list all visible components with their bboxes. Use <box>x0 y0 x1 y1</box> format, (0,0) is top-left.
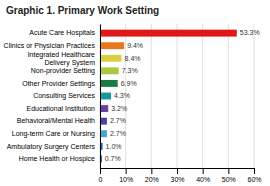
data-label: 7.3% <box>122 67 138 74</box>
bar <box>100 55 122 62</box>
y-tick: Non-provider Setting <box>31 67 95 75</box>
bar <box>100 42 124 49</box>
grid-line <box>228 24 229 168</box>
x-tick-label: 0 <box>99 176 103 183</box>
data-labels: 0.7% 1.0% 2.7% 2.7% 3.2% 4.3% 6.9% 7.3% 8.4% 9.4%… <box>105 29 260 162</box>
x-tick-label: 50% <box>222 176 236 183</box>
x-tick-mark <box>228 168 229 174</box>
y-tick-label: Acute Care Hospitals <box>29 29 95 37</box>
y-axis-line <box>100 25 101 169</box>
x-tick-mark <box>203 168 204 174</box>
x-tick-label: 10% <box>119 176 133 183</box>
y-tick: Behavioral/Mental Health <box>17 117 95 124</box>
bar <box>100 93 111 100</box>
y-tick: Clinics or Physician Practices <box>4 42 96 50</box>
grid-line <box>151 24 152 168</box>
data-label: 6.9% <box>121 80 137 87</box>
grid-line <box>177 24 178 168</box>
y-axis: Home Health or Hospice Ambulatory Surgery… <box>4 25 101 169</box>
y-tick: Acute Care Hospitals <box>29 29 95 37</box>
chart-container: 0 10% 20% 30% 40% 50% 60% Home Health or Hospic… <box>0 0 270 186</box>
x-tick-mark <box>177 168 178 174</box>
bar <box>100 30 237 37</box>
data-label: 8.4% <box>125 55 141 62</box>
x-tick-mark <box>100 168 101 174</box>
x-tick-label: 20% <box>145 176 159 183</box>
x-tick: 0 <box>99 168 103 183</box>
y-tick-label: Educational Institution <box>27 105 96 112</box>
x-axis: 0 10% 20% 30% 40% 50% 60% <box>99 168 262 183</box>
y-tick-label: Non-provider Setting <box>31 67 95 75</box>
grid-line <box>254 24 255 168</box>
bar <box>100 67 119 74</box>
y-tick: Other Provider Settings <box>22 80 95 88</box>
grid <box>100 24 254 168</box>
data-label: 2.7% <box>110 130 126 137</box>
y-tick: Integrated HealthcareDelivery System <box>28 51 95 67</box>
y-tick-label: Clinics or Physician Practices <box>4 42 96 50</box>
y-tick: Home Health or Hospice <box>19 155 95 163</box>
y-tick: Long-term Care or Nursing <box>12 130 95 138</box>
chart-svg: 0 10% 20% 30% 40% 50% 60% Home Health or Hospic… <box>0 0 270 186</box>
x-tick-label: 60% <box>247 176 261 183</box>
data-label: 9.4% <box>127 42 143 49</box>
grid-line <box>202 24 203 168</box>
x-tick: 30% <box>170 168 184 183</box>
y-tick: Ambulatory Surgery Centers <box>7 143 96 151</box>
x-tick: 40% <box>196 168 210 183</box>
data-label: 0.7% <box>105 155 121 162</box>
x-tick: 50% <box>222 168 236 183</box>
grid-line <box>100 24 101 168</box>
x-tick: 20% <box>145 168 159 183</box>
bar <box>100 118 107 125</box>
data-label: 4.3% <box>114 92 130 99</box>
data-label: 53.3% <box>240 29 260 36</box>
data-label: 1.0% <box>106 143 122 150</box>
x-tick-mark <box>126 168 127 174</box>
x-tick-mark <box>151 168 152 174</box>
y-tick-label: Long-term Care or Nursing <box>12 130 95 138</box>
bars <box>100 30 237 163</box>
data-label: 3.2% <box>111 105 127 112</box>
y-tick: Educational Institution <box>27 105 96 112</box>
y-tick-label: Home Health or Hospice <box>19 155 95 163</box>
x-tick-label: 40% <box>196 176 210 183</box>
y-tick-label: Integrated HealthcareDelivery System <box>28 51 95 67</box>
y-tick-label: Consulting Services <box>33 92 95 100</box>
y-tick-label: Behavioral/Mental Health <box>17 117 95 124</box>
y-tick: Consulting Services <box>33 92 95 100</box>
x-tick: 10% <box>119 168 133 183</box>
x-tick-label: 30% <box>170 176 184 183</box>
plot: 0 10% 20% 30% 40% 50% 60% Home Health or Hospic… <box>4 24 262 183</box>
bar <box>100 130 107 137</box>
y-tick-label: Other Provider Settings <box>22 80 95 88</box>
x-tick-mark <box>254 168 255 174</box>
data-label: 2.7% <box>110 117 126 124</box>
y-tick-label: Ambulatory Surgery Centers <box>7 143 96 151</box>
bar <box>100 80 118 87</box>
x-tick: 60% <box>247 168 261 183</box>
title: Graphic 1. Primary Work Setting <box>6 5 159 16</box>
bar <box>100 105 108 112</box>
